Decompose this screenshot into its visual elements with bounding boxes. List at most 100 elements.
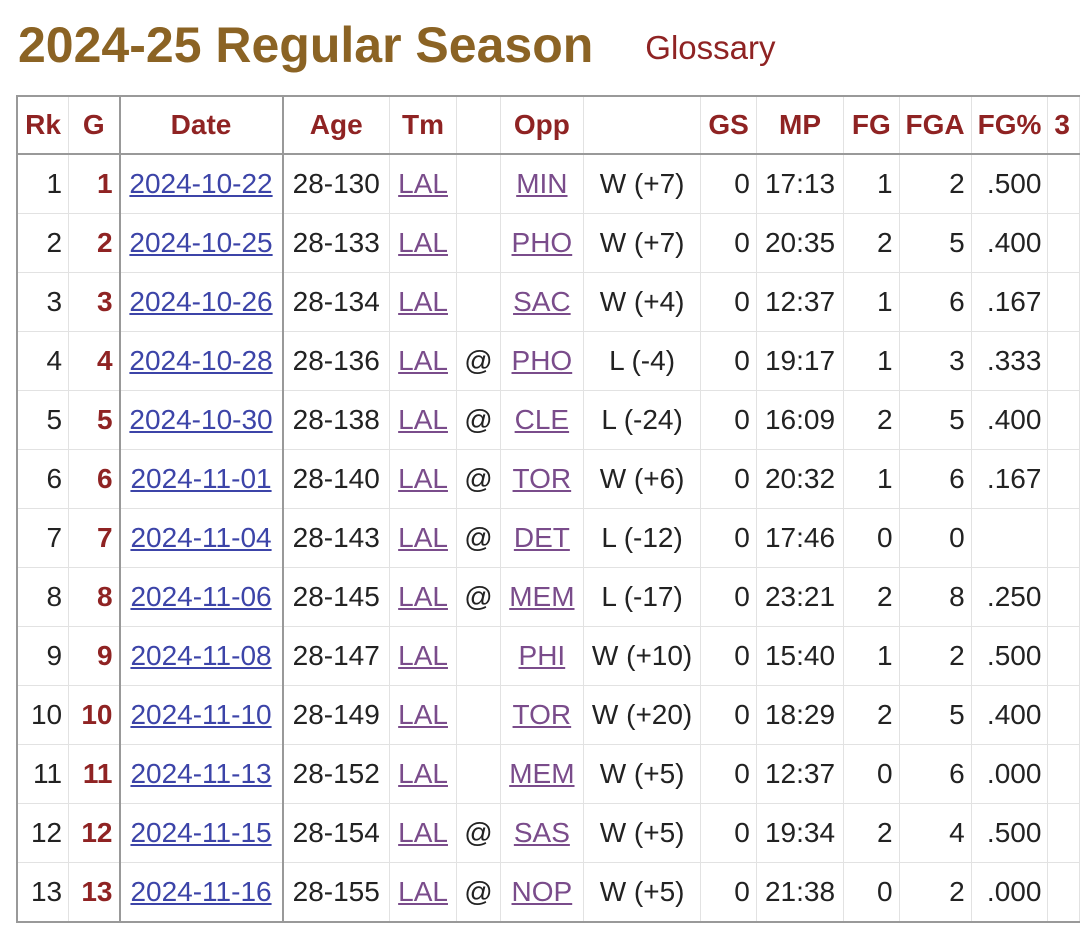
cell-opponent-link[interactable]: PHO (511, 227, 573, 258)
cell-date-link[interactable]: 2024-10-26 (129, 286, 273, 317)
cell-gs: 0 (700, 803, 757, 863)
col-header-g[interactable]: G (68, 95, 121, 155)
cell-opponent-link[interactable]: PHI (518, 640, 566, 671)
col-header-3p[interactable]: 3 (1047, 95, 1080, 155)
cell-team-link[interactable]: LAL (398, 463, 448, 494)
cell-date-link[interactable]: 2024-11-04 (130, 522, 272, 553)
cell-date: 2024-11-13 (118, 744, 284, 804)
game-log-table: Rk G Date Age Tm Opp GS MP FG FGA FG% 3 1 1 2024-10-2… (16, 95, 1080, 923)
cell-gs: 0 (700, 685, 757, 745)
cell-date-link[interactable]: 2024-10-28 (129, 345, 273, 376)
cell-age: 28-152 (282, 744, 390, 804)
cell-team-link[interactable]: LAL (398, 404, 448, 435)
cell-team-link[interactable]: LAL (398, 345, 448, 376)
cell-team-link[interactable]: LAL (398, 876, 448, 907)
cell-rk: 1 (16, 153, 70, 214)
cell-age: 28-143 (282, 508, 390, 568)
col-header-fg-pct[interactable]: FG% (970, 95, 1049, 155)
cell-fga: 5 (898, 685, 972, 745)
cell-3p (1047, 685, 1080, 745)
cell-team-link[interactable]: LAL (398, 286, 448, 317)
cell-result: W (+5) (582, 744, 702, 804)
col-header-opp[interactable]: Opp (499, 95, 584, 155)
cell-fga: 6 (898, 744, 972, 804)
cell-date-link[interactable]: 2024-10-25 (129, 227, 273, 258)
col-header-date[interactable]: Date (118, 95, 284, 155)
cell-mp: 19:17 (755, 331, 845, 391)
col-header-rk[interactable]: Rk (16, 95, 70, 155)
cell-opponent-link[interactable]: MEM (509, 758, 575, 789)
cell-opponent-link[interactable]: NOP (511, 876, 573, 907)
table-row: 10 10 2024-11-10 28-149 LAL TOR W (+20) 0 18:29 2… (16, 685, 1080, 745)
col-header-tm[interactable]: Tm (388, 95, 458, 155)
cell-team-link[interactable]: LAL (398, 817, 448, 848)
col-header-result[interactable] (582, 95, 702, 155)
cell-opponent-link[interactable]: DET (513, 522, 570, 553)
cell-date-link[interactable]: 2024-10-22 (129, 168, 273, 199)
cell-opponent: SAS (499, 803, 584, 863)
col-header-fga[interactable]: FGA (898, 95, 972, 155)
cell-fg-pct (970, 508, 1049, 568)
cell-home-away: @ (456, 390, 501, 450)
cell-opponent-link[interactable]: MIN (516, 168, 568, 199)
cell-fg-pct: .333 (970, 331, 1049, 391)
col-header-age[interactable]: Age (282, 95, 390, 155)
cell-mp: 12:37 (755, 272, 845, 332)
cell-opponent-link[interactable]: SAC (513, 286, 571, 317)
cell-3p (1047, 626, 1080, 686)
cell-age: 28-130 (282, 153, 390, 214)
cell-fga: 2 (898, 153, 972, 214)
cell-opponent-link[interactable]: TOR (512, 463, 572, 494)
cell-date-link[interactable]: 2024-11-01 (130, 463, 272, 494)
cell-3p (1047, 153, 1080, 214)
cell-3p (1047, 390, 1080, 450)
cell-mp: 20:32 (755, 449, 845, 509)
cell-opponent-link[interactable]: SAS (513, 817, 570, 848)
cell-date: 2024-11-15 (118, 803, 284, 863)
cell-opponent-link[interactable]: CLE (514, 404, 570, 435)
cell-team-link[interactable]: LAL (398, 168, 448, 199)
cell-home-away (456, 213, 501, 273)
table-row: 13 13 2024-11-16 28-155 LAL @ NOP W (+5) 0 21:38 0… (16, 862, 1080, 923)
cell-fg: 1 (843, 153, 900, 214)
col-header-fg[interactable]: FG (843, 95, 900, 155)
cell-gs: 0 (700, 153, 757, 214)
cell-date: 2024-11-16 (118, 862, 284, 923)
cell-team: LAL (388, 862, 458, 923)
table-row: 1 1 2024-10-22 28-130 LAL MIN W (+7) 0 17:13 1 2.5… (16, 153, 1080, 214)
cell-3p (1047, 449, 1080, 509)
cell-fg-pct: .167 (970, 449, 1049, 509)
cell-team-link[interactable]: LAL (398, 227, 448, 258)
col-header-home-away[interactable] (456, 95, 501, 155)
cell-date: 2024-10-22 (118, 153, 284, 214)
cell-date-link[interactable]: 2024-11-13 (130, 758, 272, 789)
cell-mp: 17:13 (755, 153, 845, 214)
table-row: 8 8 2024-11-06 28-145 LAL @ MEM L (-17) 0 23:21 2 8… (16, 567, 1080, 627)
cell-team-link[interactable]: LAL (398, 581, 448, 612)
cell-team: LAL (388, 626, 458, 686)
col-header-gs[interactable]: GS (700, 95, 757, 155)
cell-date-link[interactable]: 2024-11-10 (130, 699, 272, 730)
glossary-link[interactable]: Glossary (645, 29, 776, 66)
cell-opponent-link[interactable]: PHO (511, 345, 573, 376)
cell-team-link[interactable]: LAL (398, 640, 448, 671)
cell-date-link[interactable]: 2024-10-30 (129, 404, 273, 435)
cell-date-link[interactable]: 2024-11-06 (130, 581, 272, 612)
cell-date: 2024-10-30 (118, 390, 284, 450)
cell-date-link[interactable]: 2024-11-16 (130, 876, 272, 907)
table-row: 12 12 2024-11-15 28-154 LAL @ SAS W (+5) 0 19:34 2… (16, 803, 1080, 863)
cell-team-link[interactable]: LAL (398, 699, 448, 730)
cell-result: W (+6) (582, 449, 702, 509)
cell-mp: 21:38 (755, 862, 845, 923)
cell-team-link[interactable]: LAL (398, 522, 448, 553)
cell-opponent-link[interactable]: TOR (512, 699, 572, 730)
cell-date-link[interactable]: 2024-11-08 (130, 640, 272, 671)
col-header-mp[interactable]: MP (755, 95, 845, 155)
cell-date-link[interactable]: 2024-11-15 (130, 817, 272, 848)
cell-opponent-link[interactable]: MEM (509, 581, 575, 612)
cell-result: W (+5) (582, 862, 702, 923)
cell-rk: 12 (16, 803, 70, 863)
cell-team-link[interactable]: LAL (398, 758, 448, 789)
cell-rk: 3 (16, 272, 70, 332)
cell-3p (1047, 213, 1080, 273)
